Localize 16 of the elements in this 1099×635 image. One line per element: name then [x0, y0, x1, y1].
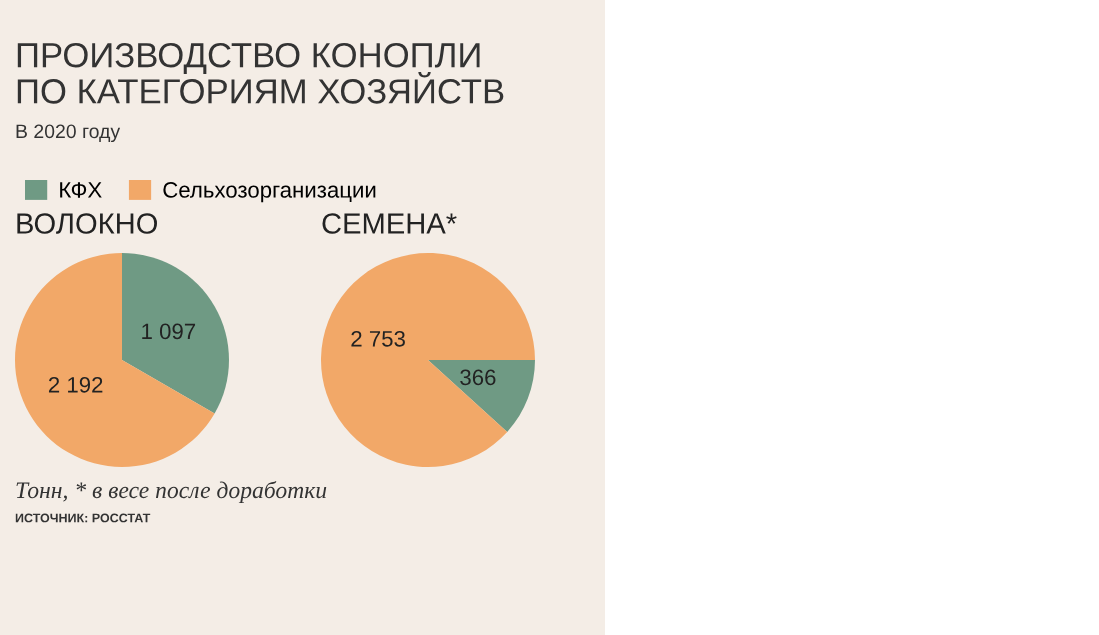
- pie-slice: [428, 360, 535, 432]
- legend-label: Сельхозорганизации: [163, 182, 376, 203]
- text: Тонн, * в весе после доработки: [16, 481, 327, 503]
- data-label: 2 753: [351, 330, 405, 347]
- data-label: 366: [460, 369, 496, 386]
- data-label: 2 192: [48, 376, 103, 393]
- text: ВОЛОКНО: [17, 213, 157, 234]
- text: ПРОИЗВОДСТВО КОНОПЛИ ПО КАТЕГОРИЯМ ХОЗЯЙСТВ: [17, 42, 504, 104]
- legend-label: КФХ: [60, 182, 102, 198]
- pie-slice: [15, 253, 215, 467]
- text: ИСТОЧНИК: РОССТАТ: [15, 513, 151, 523]
- pie-slice: [321, 253, 535, 467]
- pie-slice: [122, 253, 229, 414]
- data-label: 1 097: [142, 323, 196, 340]
- text: В 2020 году: [16, 124, 121, 143]
- chart-title: СЕМЕНА*: [322, 213, 457, 234]
